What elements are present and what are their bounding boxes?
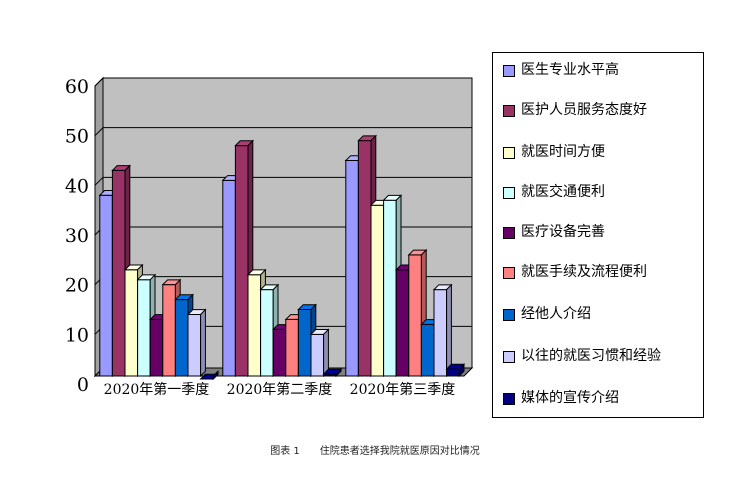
x-tick-label: 2020年第三季度 [350,381,456,398]
y-tick-label: 30 [65,225,89,247]
bar [186,308,207,378]
legend-swatch [503,393,515,405]
legend-item: 就医交通便利 [503,183,701,201]
legend-item: 以往的就医习惯和经验 [503,347,701,365]
bar-front [357,140,372,377]
bar [322,368,343,378]
legend-item: 医生专业水平高 [503,61,701,79]
legend-item: 经他人介绍 [503,305,701,323]
bar-front [99,194,113,377]
bar-front [111,169,126,377]
legend-label: 就医手续及流程便利 [521,264,647,280]
y-tick-label: 10 [65,324,89,346]
bar-front [395,269,410,377]
y-tick-label: 20 [65,275,89,297]
legend-label: 就医交通便利 [521,184,605,200]
legend-swatch [503,147,515,159]
bars [98,134,466,381]
bar-front [297,309,312,377]
legend-swatch [503,65,515,77]
bar-front [222,179,236,377]
bar-front [420,323,435,377]
y-tick-label: 50 [65,126,89,148]
bar-side [458,363,465,378]
figure-caption: 图表 1 住院患者选择我院就医原因对比情况 [270,446,480,457]
bar-front [124,269,139,377]
bar-side [200,308,206,378]
legend-label: 就医时间方便 [521,144,605,160]
gridline [94,77,472,87]
legend-item: 医护人员服务态度好 [503,101,701,119]
x-tick-label: 2020年第一季度 [104,381,210,398]
y-tick-label: 0 [77,374,89,396]
bar-front [247,274,262,377]
bar-side [323,328,329,378]
legend-swatch [503,267,515,279]
bar-front [446,368,460,377]
bar [432,283,453,378]
legend-swatch [503,227,515,239]
legend: 医生专业水平高医护人员服务态度好 就医时间方便 就医交通便利 医疗设备完善就医手续及流… [492,52,704,418]
legend-swatch [503,187,515,199]
legend-label: 以往的就医习惯和经验 [521,348,661,364]
bar-front [345,160,359,377]
x-tick-label: 2020年第二季度 [227,381,333,398]
legend-swatch [503,105,515,117]
bar [445,363,466,378]
bar-front [272,328,287,377]
bar [309,328,330,378]
legend-label: 媒体的宣传介绍 [521,390,619,406]
bar-front [370,204,385,377]
bar-front [162,284,176,377]
legend-item: 媒体的宣传介绍 [503,389,701,407]
legend-item: 就医时间方便 [503,143,701,161]
bar-front [137,279,151,377]
y-tick-label: 60 [65,76,89,98]
legend-label: 医生专业水平高 [521,62,619,78]
legend-item: 医疗设备完善 [503,223,701,241]
bar-front [433,289,448,377]
bar-side [212,369,219,381]
legend-label: 经他人介绍 [521,306,591,322]
gridline [94,127,472,137]
bar-front [383,199,397,377]
bar-front [149,318,164,377]
bar-front [310,333,325,377]
bar-front [174,299,189,377]
bar-front [187,313,202,377]
bar [199,369,220,381]
tick-labels: 0 10 20 30 40 50 60 2020年第一季度 2020年第二季度 2020年第三季度 [65,76,456,398]
bar-front [260,289,274,377]
legend-swatch [503,351,515,363]
y-tick-label: 40 [65,175,89,197]
bar-side [335,368,342,378]
legend-label: 医护人员服务态度好 [521,102,647,118]
bar-side [446,283,452,378]
legend-swatch [503,309,515,321]
bar-front [285,318,299,377]
bar-front [234,145,249,377]
legend-label: 医疗设备完善 [521,224,605,240]
legend-item: 就医手续及流程便利 [503,263,701,281]
bar-front [408,254,422,377]
